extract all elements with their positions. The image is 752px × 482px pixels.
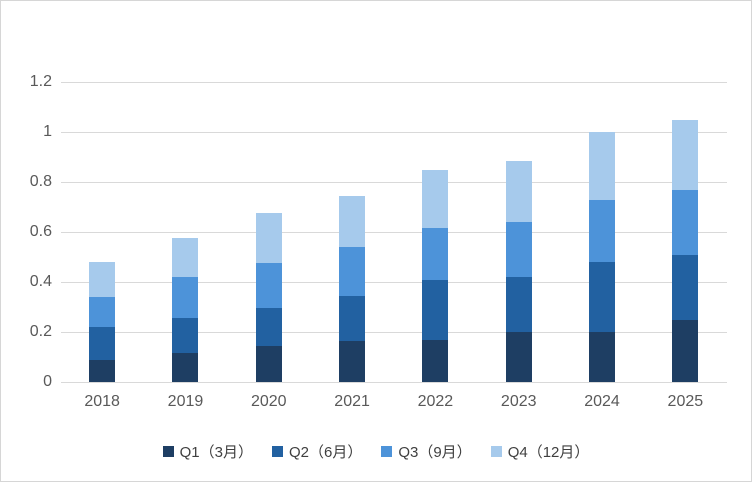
stacked-bar-2024[interactable] [589, 132, 616, 382]
bar-segment-2018-q3[interactable] [89, 297, 116, 327]
bar-segment-2025-q1[interactable] [672, 319, 699, 382]
legend-swatch-icon [381, 445, 393, 457]
bar-segment-2018-q2[interactable] [89, 327, 116, 360]
bar-segment-2019-q2[interactable] [172, 318, 199, 354]
bar-segment-2019-q3[interactable] [172, 277, 199, 319]
legend-swatch-icon [271, 445, 283, 457]
stacked-bar-2021[interactable] [339, 195, 366, 382]
bar-segment-2020-q2[interactable] [255, 308, 282, 346]
bar-segment-2020-q1[interactable] [255, 345, 282, 382]
x-axis-tick-label: 2023 [500, 393, 537, 410]
x-axis-tick-label: 2024 [584, 393, 620, 410]
bar-segment-2025-q2[interactable] [672, 254, 699, 320]
x-axis-tick-label: 2018 [84, 393, 120, 410]
y-axis-tick-label: 0.2 [29, 323, 52, 340]
bar-segment-2023-q2[interactable] [505, 277, 532, 332]
stacked-bar-2020[interactable] [255, 213, 282, 382]
x-axis-tick-label: 2025 [667, 393, 704, 410]
bar-segment-2018-q1[interactable] [89, 359, 116, 382]
gridline [60, 282, 727, 283]
bar-segment-2022-q2[interactable] [422, 279, 449, 340]
bar-segment-2022-q4[interactable] [422, 169, 449, 229]
bar-segment-2021-q4[interactable] [339, 195, 366, 247]
bar-segment-2021-q2[interactable] [339, 295, 366, 341]
y-axis-tick-label: 0.6 [29, 223, 52, 240]
x-axis-tick-label: 2022 [417, 393, 454, 410]
legend-item-q1[interactable]: Q1（3月） [162, 441, 253, 462]
legend-item-q3[interactable]: Q3（9月） [381, 441, 472, 462]
bar-segment-2025-q4[interactable] [672, 119, 699, 190]
x-axis-tick-label: 2020 [250, 393, 287, 410]
y-axis-tick-label: 0 [43, 373, 52, 390]
stacked-bar-2018[interactable] [89, 262, 116, 382]
legend-label: Q4（12月） [507, 443, 590, 461]
bar-segment-2025-q3[interactable] [672, 189, 699, 255]
x-axis-line [60, 382, 727, 383]
legend-swatch-icon [490, 445, 502, 457]
bar-segment-2022-q1[interactable] [422, 339, 449, 382]
legend-item-q4[interactable]: Q4（12月） [490, 441, 590, 462]
stacked-bar-2019[interactable] [172, 238, 199, 382]
bar-segment-2024-q4[interactable] [589, 132, 616, 200]
bar-segment-2020-q3[interactable] [255, 263, 282, 309]
stacked-bar-2023[interactable] [505, 160, 532, 382]
bar-segment-2024-q3[interactable] [589, 199, 616, 262]
legend-label: Q2（6月） [288, 443, 363, 461]
legend-label: Q1（3月） [179, 443, 253, 461]
bar-segment-2020-q4[interactable] [255, 213, 282, 264]
legend-item-q2[interactable]: Q2（6月） [271, 441, 363, 462]
bar-segment-2024-q1[interactable] [589, 332, 616, 382]
bar-segment-2019-q4[interactable] [172, 238, 199, 277]
chart-legend: Q1（3月） Q2（6月） Q3（9月） Q4（12月） [1, 437, 751, 465]
bar-segment-2018-q4[interactable] [89, 262, 116, 297]
bar-segment-2024-q2[interactable] [589, 262, 616, 332]
x-axis-tick-label: 2021 [334, 393, 370, 410]
bar-segment-2023-q1[interactable] [505, 332, 532, 382]
gridline [60, 332, 727, 333]
bar-segment-2023-q3[interactable] [505, 222, 532, 277]
y-axis-tick-label: 0.8 [29, 173, 52, 190]
legend-swatch-icon [162, 445, 174, 457]
bar-segment-2023-q4[interactable] [505, 160, 532, 222]
x-axis-tick-label: 2019 [167, 393, 204, 410]
legend-label: Q3（9月） [398, 443, 472, 461]
stacked-bar-2025[interactable] [672, 119, 699, 382]
stacked-bar-2022[interactable] [422, 169, 449, 382]
bar-segment-2022-q3[interactable] [422, 228, 449, 280]
gridline [60, 232, 727, 233]
y-axis-tick-label: 1 [43, 123, 52, 140]
gridline [60, 82, 727, 83]
bar-segment-2021-q3[interactable] [339, 247, 366, 296]
gridline [60, 182, 727, 183]
bar-segment-2021-q1[interactable] [339, 340, 366, 382]
y-axis-tick-label: 0.4 [29, 273, 52, 290]
gridline [60, 132, 727, 133]
bar-segment-2019-q1[interactable] [172, 353, 199, 382]
y-axis-tick-label: 1.2 [29, 73, 52, 90]
